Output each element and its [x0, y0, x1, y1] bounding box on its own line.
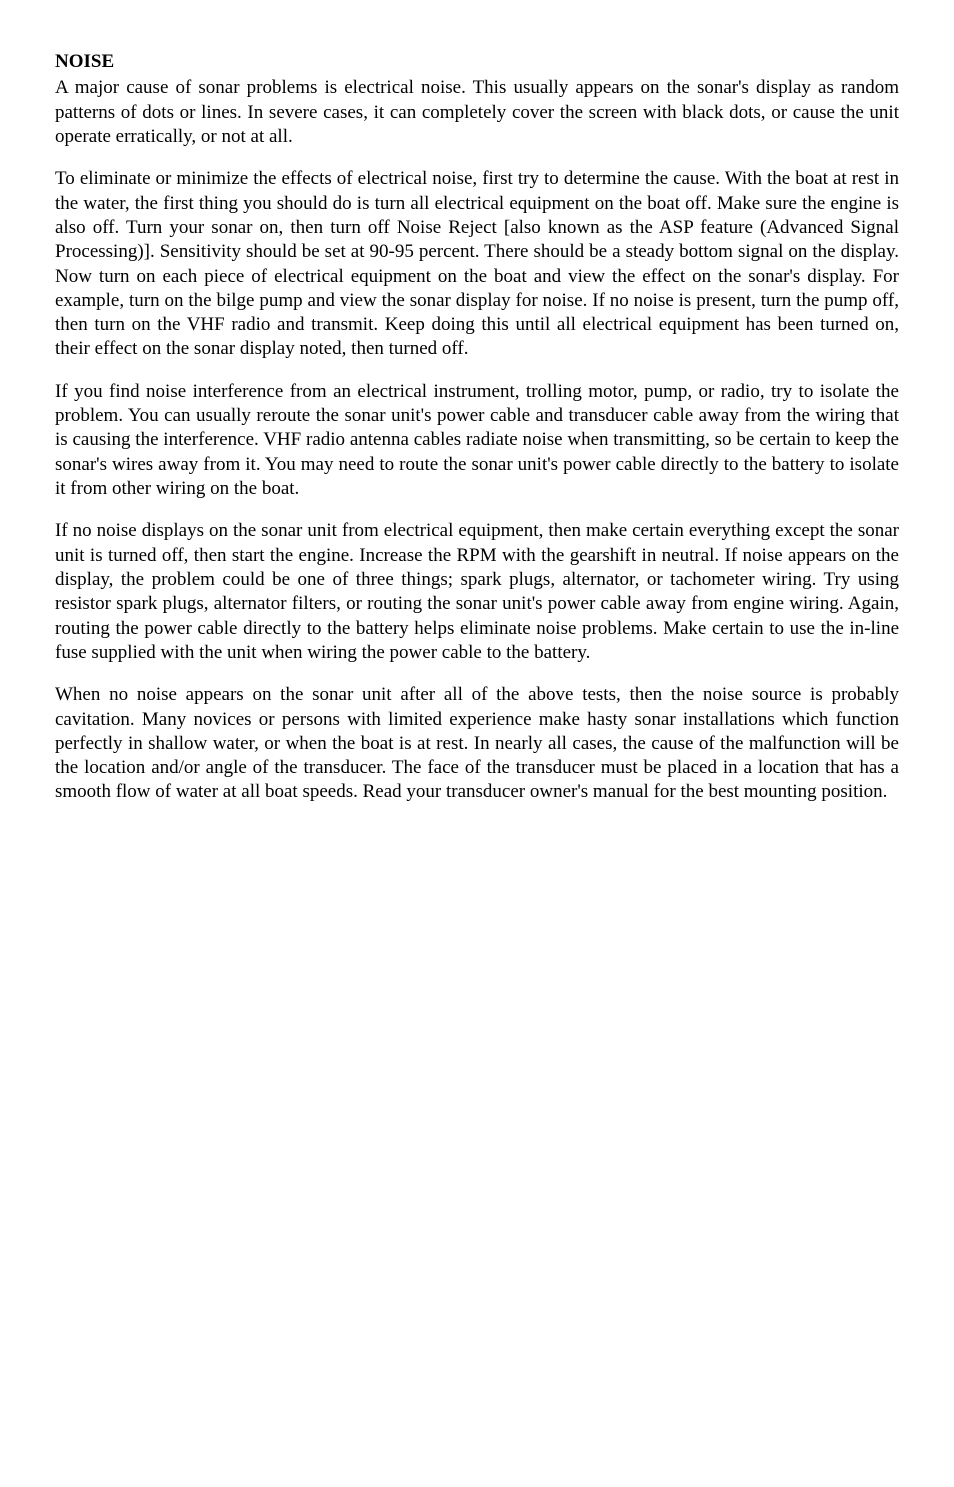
- body-paragraph: If no noise displays on the sonar unit f…: [55, 519, 899, 665]
- body-paragraph: A major cause of sonar problems is elect…: [55, 76, 899, 149]
- body-paragraph: To eliminate or minimize the effects of …: [55, 167, 899, 362]
- body-paragraph: When no noise appears on the sonar unit …: [55, 683, 899, 805]
- section-heading: NOISE: [55, 50, 899, 74]
- body-paragraph: If you find noise interference from an e…: [55, 380, 899, 502]
